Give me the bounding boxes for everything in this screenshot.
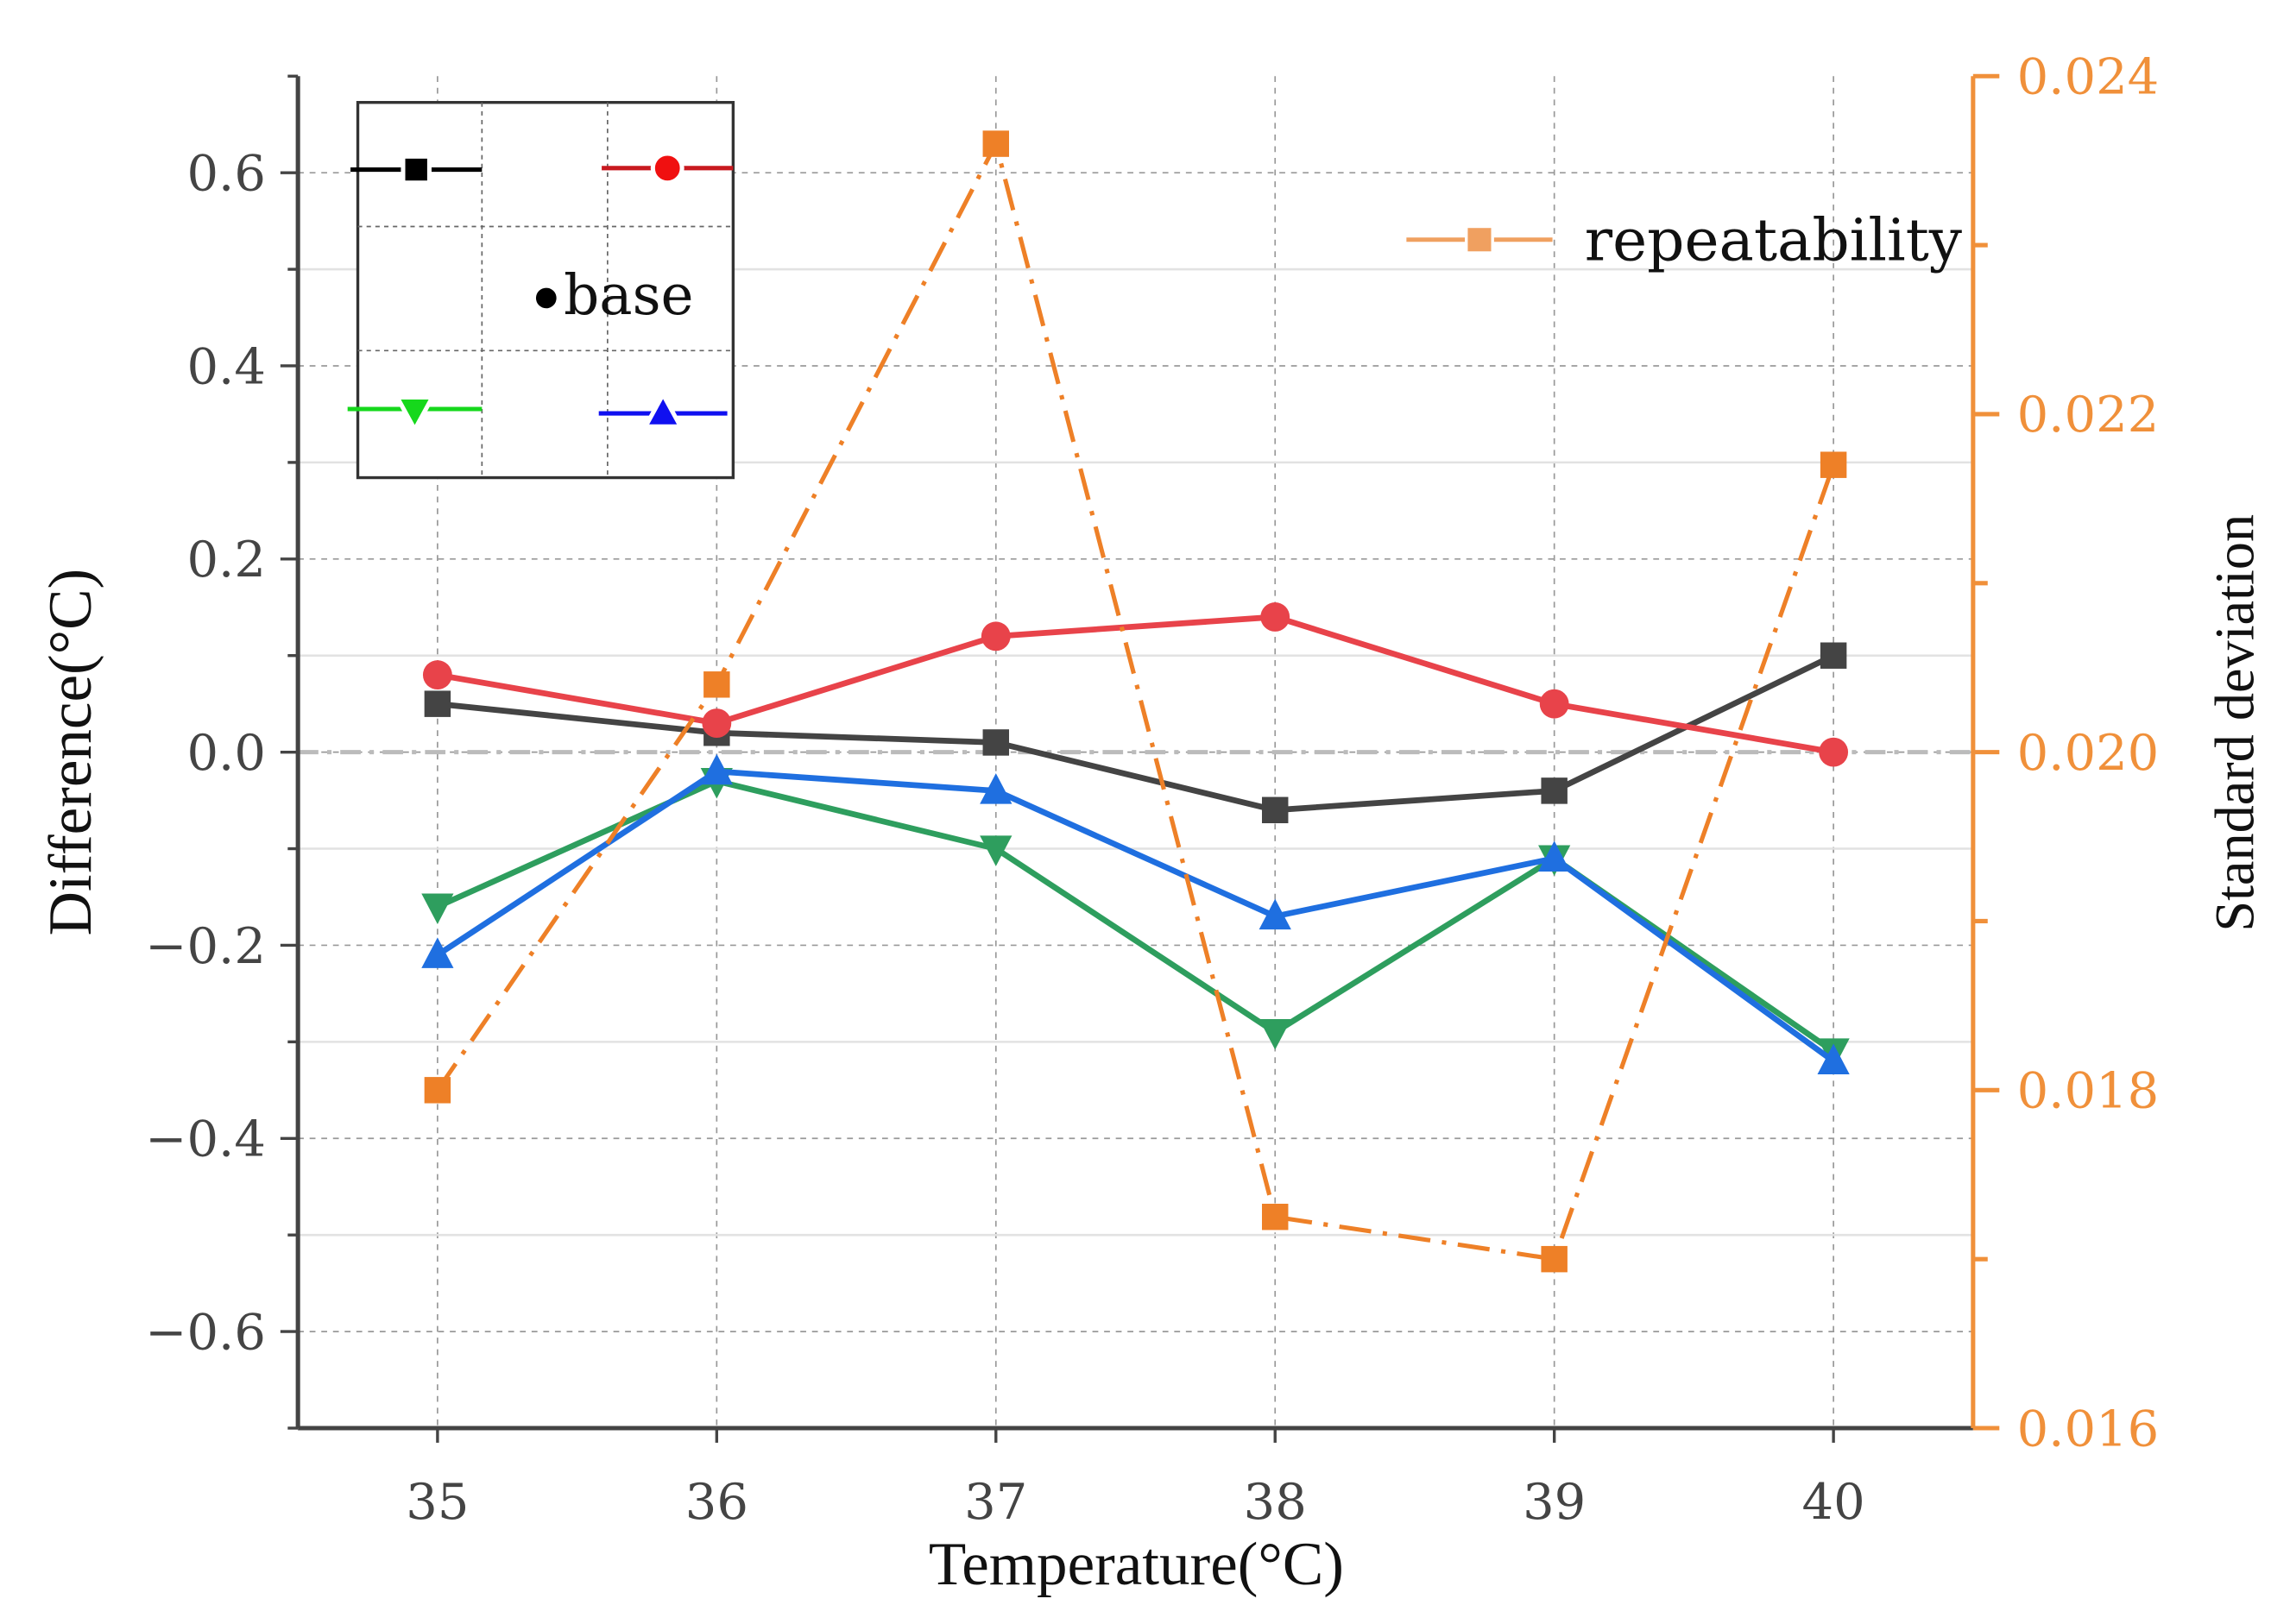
data-point [702,708,732,738]
data-point [1820,642,1847,669]
data-point [1260,602,1290,632]
series-red-circle [422,602,1849,767]
axes: 35 36 37 38 39 40 0.6 0.4 0.2 0.0 −0.2 −0.4 −0.6 0.02… [145,48,2159,1531]
data-point [981,621,1011,651]
x-tick-label: 40 [1802,1473,1865,1531]
x-tick-label: 37 [964,1473,1027,1531]
y-tick-label: 0.0 [186,724,265,782]
y-tick-label: −0.6 [145,1303,266,1361]
y2-tick-label: 0.022 [2017,386,2160,444]
series-line-red-circle [437,614,1834,755]
x-tick-label: 39 [1523,1473,1586,1531]
data-point [424,690,451,717]
data-point [1261,1203,1289,1231]
y-axis-label: Difference(°C) [37,569,104,936]
x-tick-label: 35 [406,1473,469,1531]
legend-entry-repeatability: repeatability [1406,205,1963,274]
legend-entry-black [350,154,483,186]
legend-entry-green [347,394,483,435]
series-line-green-down-triangle [436,777,1836,1054]
series-blue-up-triangle [421,753,1850,1074]
y-tick-label: −0.4 [145,1111,266,1168]
data-point [421,937,454,968]
x-axis-label: Temperature(°C) [929,1531,1344,1598]
data-point [1817,1043,1850,1074]
data-point [1539,689,1569,719]
data-point [1541,777,1568,804]
data-point [982,130,1010,157]
series-line-black-square [437,652,1835,814]
y2-tick-label: 0.018 [2017,1062,2160,1120]
data-point [424,1077,451,1104]
x-tick-label: 36 [685,1473,748,1531]
data-point [1261,796,1289,824]
legend-base-label: base [564,263,694,328]
legend-entry-red [602,151,734,186]
y2-tick-label: 0.024 [2017,48,2160,106]
data-point [1541,1245,1568,1273]
data-point [980,773,1013,804]
y-tick-label: 0.6 [186,144,265,202]
data-point [703,671,730,698]
data-point [982,729,1010,756]
data-point [980,835,1013,866]
plot-marks [421,130,1850,1273]
y-tick-label: −0.2 [145,917,266,975]
base-bullet [535,287,557,309]
data-point [700,753,733,785]
data-point [422,660,452,690]
y2-tick-label: 0.016 [2017,1400,2160,1457]
data-point [1259,898,1291,930]
series-repeatability [424,130,1847,1273]
y-tick-label: 0.2 [186,531,265,589]
series-line-blue-up-triangle [436,768,1836,1064]
data-point [1538,840,1571,872]
data-point [1820,451,1847,478]
y2-tick-label: 0.020 [2017,724,2160,782]
data-point [1259,1018,1291,1050]
legend-repeatability-label: repeatability [1585,205,1963,274]
data-point [1819,737,1849,767]
y-tick-label: 0.4 [186,337,265,395]
series-black-square [424,642,1847,824]
data-point [421,893,454,924]
legend: base repeatability [347,101,1963,480]
legend-entry-blue [598,389,728,429]
x-tick-label: 38 [1244,1473,1307,1531]
y2-axis-label: Standard deviation [2205,514,2266,932]
